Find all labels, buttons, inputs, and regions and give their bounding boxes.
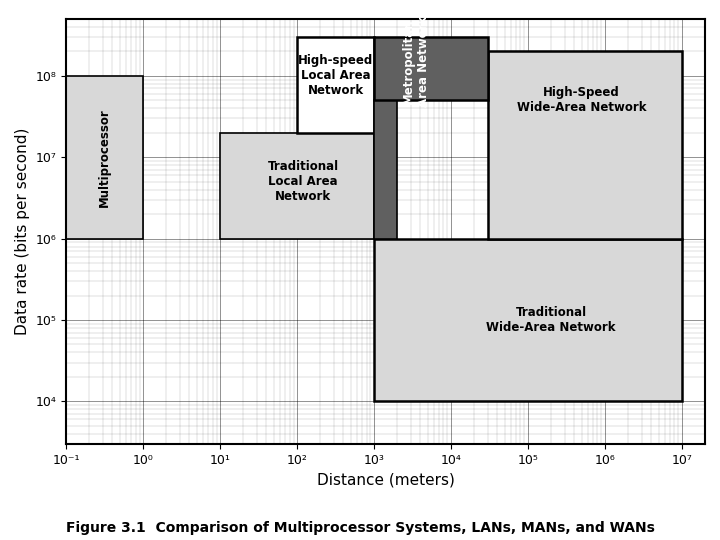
- Text: Traditional
Local Area
Network: Traditional Local Area Network: [268, 160, 338, 203]
- Text: Figure 3.1  Comparison of Multiprocessor Systems, LANs, MANs, and WANs: Figure 3.1 Comparison of Multiprocessor …: [66, 521, 654, 535]
- Text: Metropolitan
Area Network: Metropolitan Area Network: [402, 16, 430, 107]
- Text: Multiprocessor: Multiprocessor: [98, 108, 111, 207]
- Bar: [374, 239, 682, 401]
- Bar: [66, 76, 143, 239]
- Text: Traditional
Wide-Area Network: Traditional Wide-Area Network: [486, 306, 616, 334]
- Y-axis label: Data rate (bits per second): Data rate (bits per second): [15, 128, 30, 335]
- Text: High-Speed
Wide-Area Network: High-Speed Wide-Area Network: [517, 86, 647, 114]
- X-axis label: Distance (meters): Distance (meters): [317, 472, 454, 487]
- Bar: [487, 51, 682, 239]
- Bar: [220, 133, 374, 239]
- Bar: [374, 37, 487, 100]
- Bar: [297, 37, 374, 133]
- Bar: [374, 100, 397, 239]
- Text: High-speed
Local Area
Network: High-speed Local Area Network: [298, 55, 373, 97]
